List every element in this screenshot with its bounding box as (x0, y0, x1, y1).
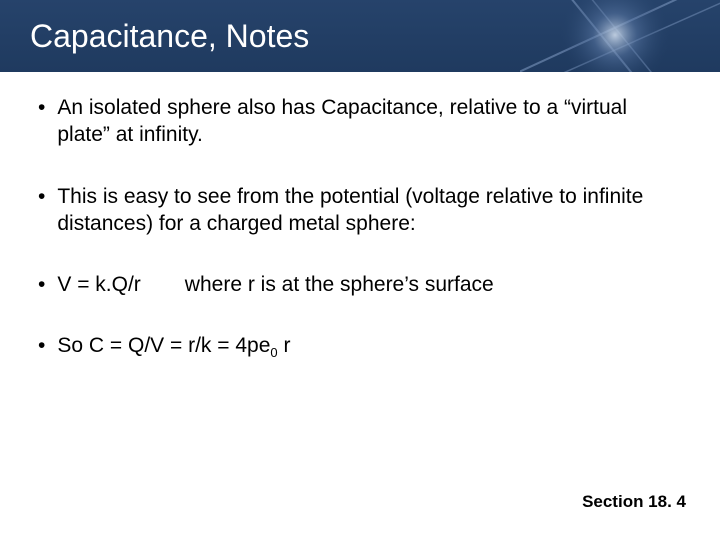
bullet-item: • An isolated sphere also has Capacitanc… (38, 94, 682, 149)
bullet-text: So C = Q/V = r/k = 4pe0 r (57, 332, 682, 362)
slide: Capacitance, Notes • An isolated sphere … (0, 0, 720, 540)
bullet-marker: • (38, 183, 45, 210)
section-footer: Section 18. 4 (582, 492, 686, 512)
bullet-marker: • (38, 94, 45, 121)
bullet-text: This is easy to see from the potential (… (57, 183, 682, 238)
bullet-item: • V = k.Q/r where r is at the sphere’s su… (38, 271, 682, 298)
bullet-item: • This is easy to see from the potential… (38, 183, 682, 238)
title-bar: Capacitance, Notes (0, 0, 720, 72)
bullet-marker: • (38, 271, 45, 298)
equation-lhs: V = k.Q/r (57, 273, 140, 296)
equation-subscript: 0 (270, 346, 277, 361)
equation-lead: So C = Q/V = r/k = 4 (57, 334, 247, 357)
light-flare-decoration (520, 0, 720, 72)
bullet-text: An isolated sphere also has Capacitance,… (57, 94, 682, 149)
equation-tail: r (278, 334, 291, 357)
bullet-item: • So C = Q/V = r/k = 4pe0 r (38, 332, 682, 362)
equation-symbol: pe (247, 334, 270, 357)
slide-title: Capacitance, Notes (0, 18, 309, 55)
equation-note: where r is at the sphere’s surface (185, 273, 494, 296)
bullet-marker: • (38, 332, 45, 359)
slide-content: • An isolated sphere also has Capacitanc… (0, 72, 720, 363)
bullet-text: V = k.Q/r where r is at the sphere’s surf… (57, 271, 682, 298)
